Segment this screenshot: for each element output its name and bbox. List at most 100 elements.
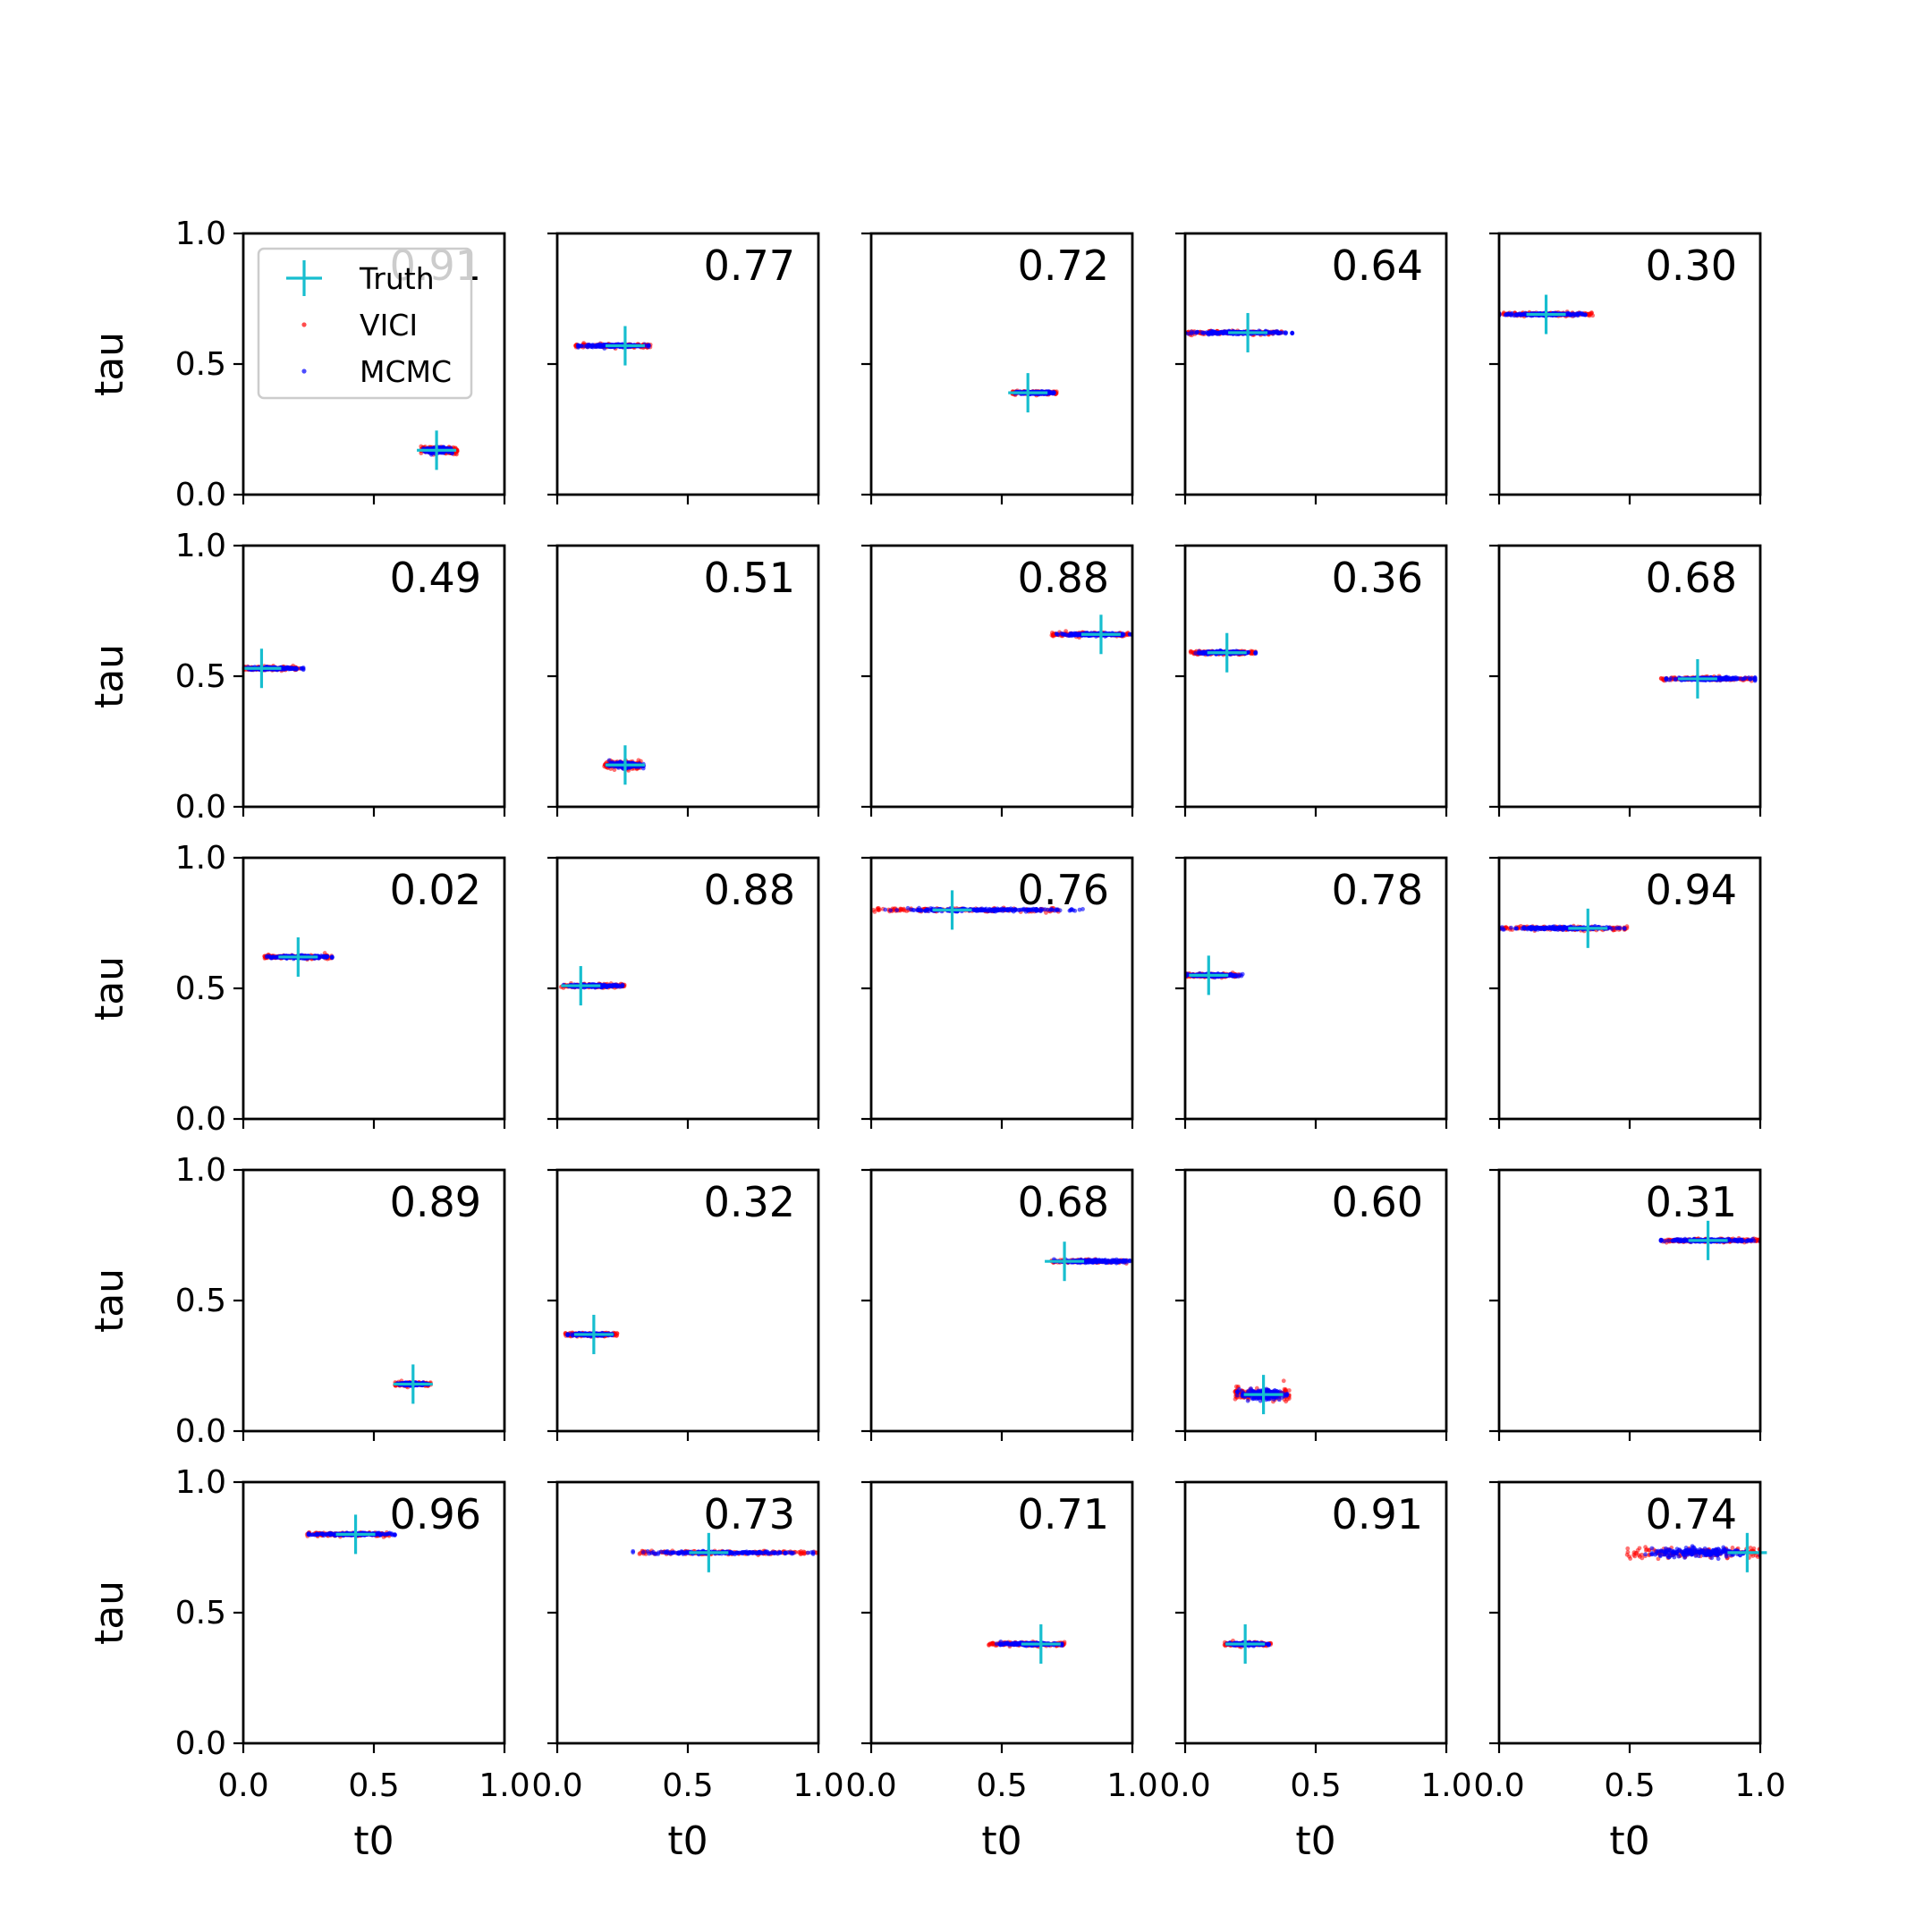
mcmc-sample-point — [282, 666, 286, 672]
truth-marker — [605, 326, 645, 366]
mcmc-sample-point — [915, 908, 919, 913]
y-axis-title: tau — [87, 644, 132, 708]
mcmc-sample-point — [995, 908, 1000, 913]
mcmc-sample-point — [286, 665, 292, 671]
mcmc-sample-point — [589, 344, 594, 350]
mcmc-sample-point — [450, 451, 454, 456]
mcmc-sample-point — [1040, 907, 1045, 912]
mcmc-sample-point — [888, 908, 894, 913]
mcmc-sample-point — [1048, 908, 1053, 912]
mcmc-sample-point — [1013, 908, 1018, 913]
mcmc-sample-point — [1580, 312, 1584, 317]
mcmc-sample-point — [1283, 330, 1288, 335]
truth-marker — [1080, 614, 1121, 655]
mcmc-sample-point — [1253, 650, 1258, 655]
mcmc-sample-point — [1582, 312, 1588, 318]
truth-marker — [605, 745, 645, 785]
subplot-3: 0.72 — [861, 232, 1134, 504]
panel-score-label: 0.88 — [704, 866, 795, 914]
mcmc-sample-point — [604, 985, 609, 990]
y-tick-label: 0.0 — [175, 789, 226, 826]
mcmc-sample-point — [924, 907, 929, 912]
legend-frame — [257, 247, 473, 400]
y-axis-title: tau — [87, 332, 132, 396]
truth-marker — [417, 430, 457, 470]
mcmc-sample-point — [579, 343, 583, 349]
mcmc-sample-point — [1054, 631, 1059, 637]
mcmc-sample-point — [1026, 907, 1031, 912]
y-tick-label: 1.0 — [175, 528, 226, 564]
truth-marker — [1207, 632, 1247, 673]
subplot-5: 0.30 — [1489, 232, 1762, 504]
mcmc-sample-point — [1050, 391, 1055, 396]
mcmc-sample-point — [1054, 907, 1059, 912]
truth-marker — [1228, 312, 1268, 352]
truth-marker — [1008, 373, 1048, 413]
legend-label-mcmc: MCMC — [360, 354, 452, 389]
panel-score-label: 0.64 — [1332, 242, 1423, 290]
mcmc-sample-point — [626, 760, 631, 765]
subplot-2: 0.77 — [547, 232, 820, 504]
mcmc-sample-point — [1080, 907, 1085, 911]
vici-sample-point — [871, 908, 877, 912]
truth-marker — [278, 936, 318, 977]
mcmc-sample-point — [1191, 330, 1197, 335]
mcmc-sample-point — [1742, 675, 1748, 681]
mcmc-sample-point — [990, 907, 996, 912]
subplot-9: 0.36 — [1175, 544, 1448, 817]
mcmc-sample-point — [264, 954, 269, 960]
mcmc-sample-point — [1208, 331, 1214, 336]
mcmc-sample-point — [1668, 675, 1674, 681]
mcmc-sample-point — [979, 907, 985, 912]
mcmc-sample-point — [1513, 312, 1519, 317]
legend-mcmc-marker — [301, 369, 307, 374]
mcmc-sample-point — [607, 983, 613, 987]
mcmc-sample-point — [1199, 330, 1204, 335]
mcmc-sample-point — [1062, 632, 1067, 638]
mcmc-sample-point — [1016, 907, 1021, 912]
mcmc-sample-point — [894, 908, 900, 912]
panel-score-label: 0.77 — [704, 242, 795, 290]
mcmc-sample-point — [615, 983, 621, 988]
mcmc-sample-point — [329, 954, 335, 959]
truth-marker — [932, 890, 972, 930]
mcmc-sample-point — [919, 908, 924, 913]
mcmc-sample-point — [1076, 631, 1081, 637]
panel-score-label: 0.30 — [1646, 242, 1737, 290]
mcmc-sample-point — [271, 954, 275, 959]
mcmc-sample-point — [299, 665, 304, 671]
mcmc-sample-point — [1664, 676, 1669, 681]
mcmc-sample-point — [1752, 678, 1758, 683]
vici-sample-point — [875, 907, 880, 911]
mcmc-sample-point — [1203, 650, 1208, 656]
mcmc-sample-point — [1220, 330, 1225, 335]
mcmc-sample-point — [1214, 330, 1219, 335]
mcmc-sample-point — [1072, 908, 1078, 913]
mcmc-sample-point — [1199, 649, 1205, 655]
subplot-13: 0.76 — [861, 856, 1134, 1129]
panel-score-label: 0.02 — [390, 866, 481, 914]
mcmc-sample-point — [1572, 312, 1578, 318]
panel-score-label: 0.72 — [1018, 242, 1109, 290]
panel-score-label: 0.76 — [1018, 866, 1109, 914]
legend-label-truth: Truth — [359, 261, 435, 296]
y-tick-label: 1.0 — [175, 840, 226, 877]
subplot-4: 0.64 — [1175, 232, 1448, 504]
subplot-12: 0.88 — [547, 856, 820, 1129]
mcmc-sample-point — [644, 343, 649, 349]
vici-sample-point — [1587, 311, 1591, 317]
mcmc-sample-point — [1519, 312, 1524, 317]
legend-vici-marker — [301, 322, 307, 327]
mcmc-sample-point — [909, 907, 913, 912]
mcmc-sample-point — [1196, 650, 1201, 656]
mcmc-sample-point — [1673, 677, 1678, 682]
mcmc-sample-point — [1059, 631, 1063, 636]
mcmc-sample-point — [1739, 676, 1744, 682]
vici-sample-point — [636, 758, 641, 763]
